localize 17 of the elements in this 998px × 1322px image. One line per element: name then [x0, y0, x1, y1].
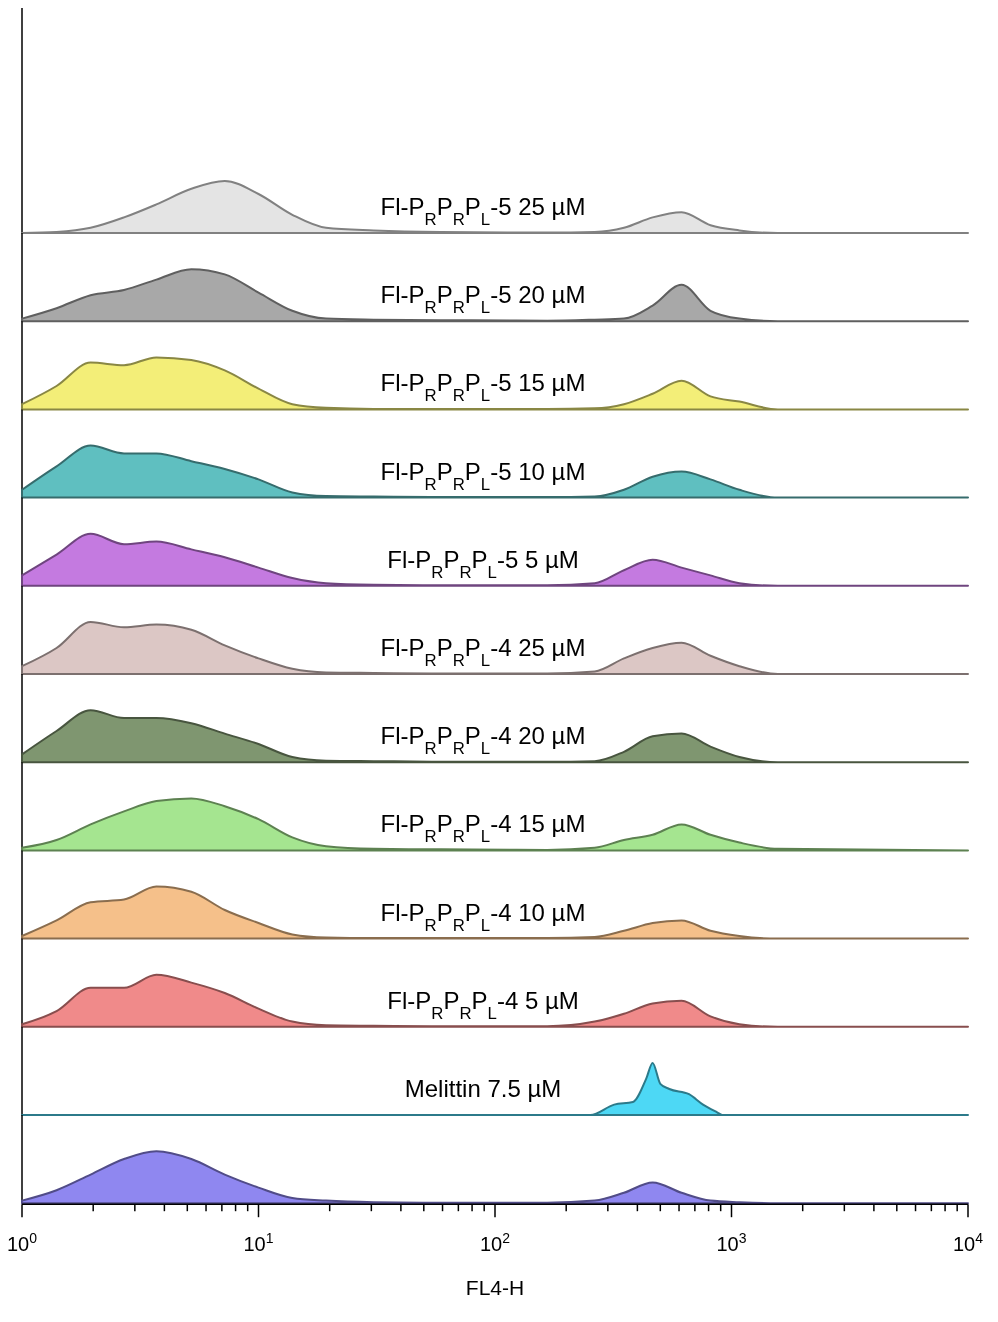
x-tick-label: 10$^{0}$: [6, 1230, 38, 1256]
text: Fl-P$_{R}$P$_{R}$P$_{L}$-5 15 µM: [380, 369, 586, 405]
text: Fl-P$_{R}$P$_{R}$P$_{L}$-5 20 µM: [380, 281, 586, 317]
text: Fl-P$_{R}$P$_{R}$P$_{L}$-4 20 µM: [380, 722, 586, 758]
text: Fl-P$_{R}$P$_{R}$P$_{L}$-4 15 µM: [380, 810, 586, 846]
x-tick-label: 10$^{2}$: [479, 1230, 511, 1256]
x-axis-title: FL4-H: [465, 1276, 525, 1300]
text: Melittin 7.5 µM: [404, 1075, 562, 1102]
text: Fl-P$_{R}$P$_{R}$P$_{L}$-4 25 µM: [380, 634, 586, 670]
text: Fl-P$_{R}$P$_{R}$P$_{L}$-4 10 µM: [380, 898, 586, 935]
text: Fl-P$_{R}$P$_{R}$P$_{L}$-5 25 µM: [380, 193, 586, 229]
x-tick-label: 10$^{4}$: [952, 1230, 984, 1256]
text: Fl-P$_{R}$P$_{R}$P$_{L}$-5 5 µM: [387, 545, 579, 582]
x-tick-label: 10$^{3}$: [716, 1230, 747, 1256]
x-tick-label: 10$^{1}$: [243, 1230, 274, 1256]
text: Fl-P$_{R}$P$_{R}$P$_{L}$-5 10 µM: [380, 457, 586, 494]
text: Fl-P$_{R}$P$_{R}$P$_{L}$-4 5 µM: [387, 986, 579, 1023]
